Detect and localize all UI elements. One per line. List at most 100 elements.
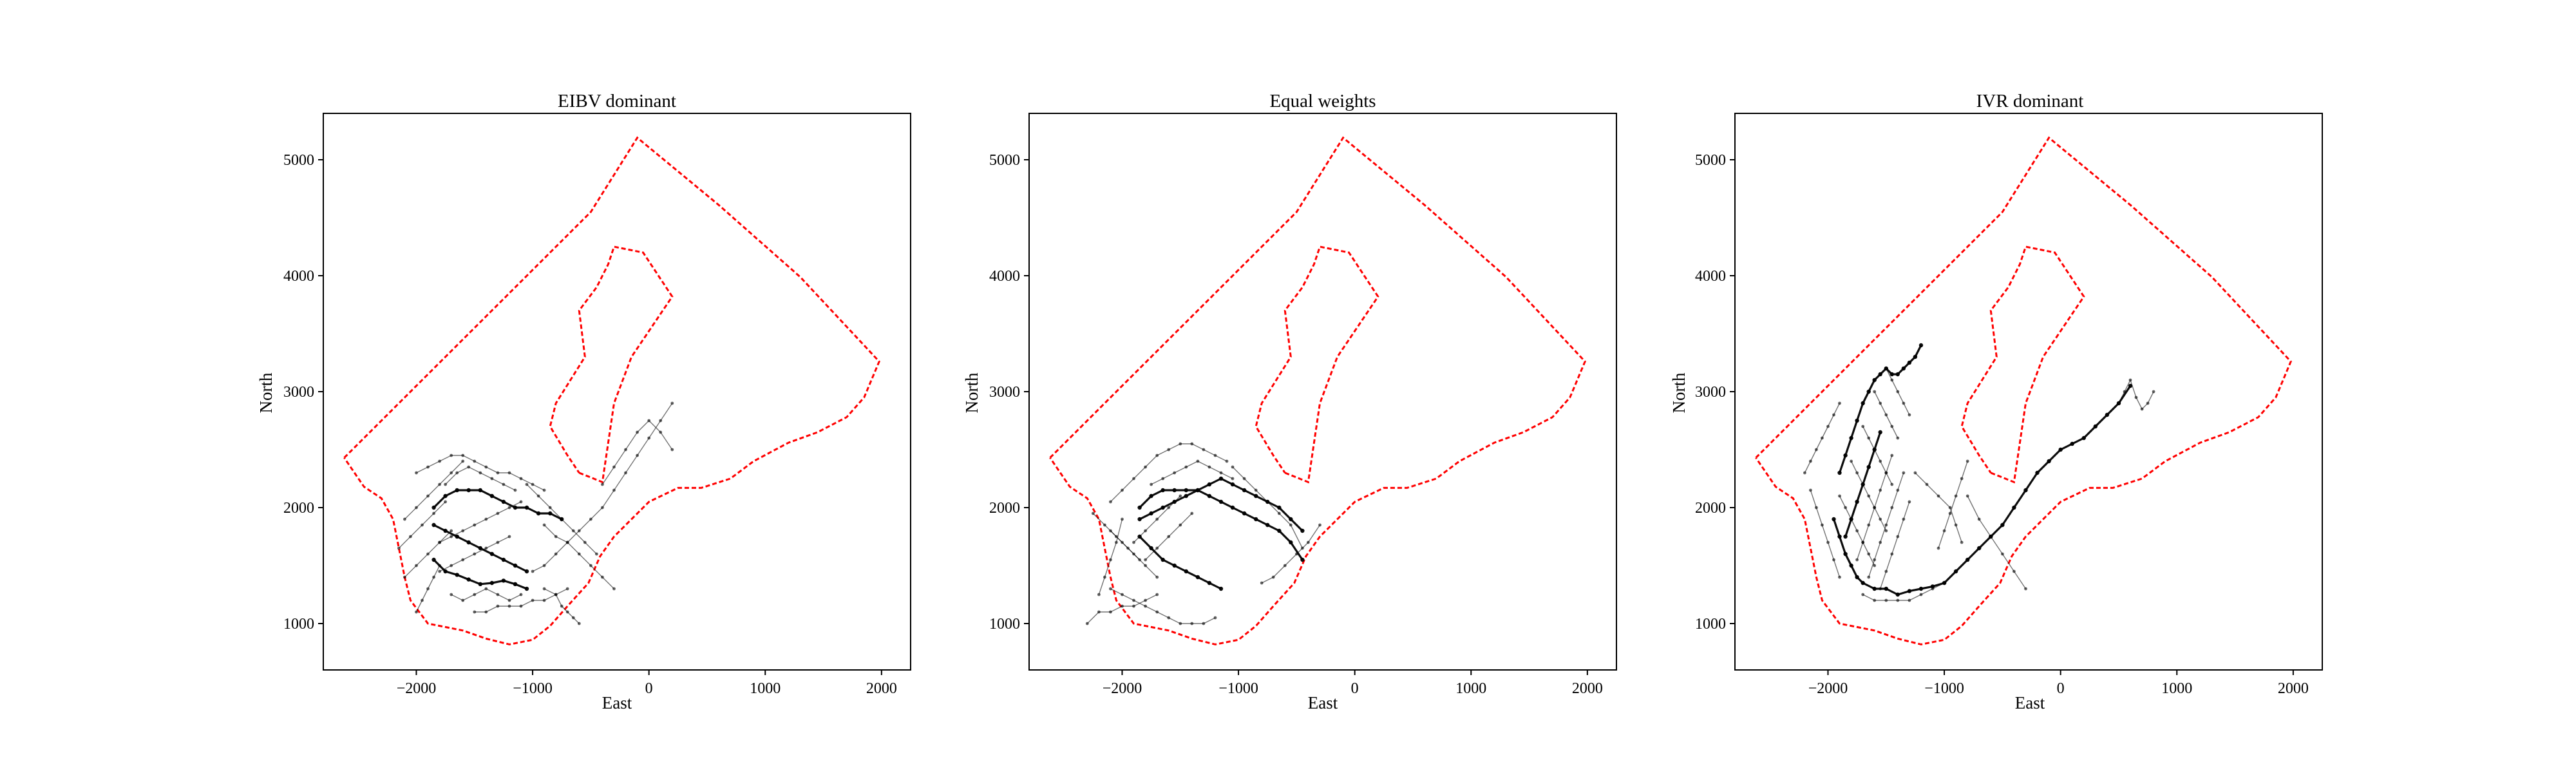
panel-ivr-dominant: IVR dominant −2000 −1000 0 1000 2000 1000 2000… [1669, 91, 2323, 712]
waypoint [1832, 558, 1835, 562]
waypoint [1144, 529, 1147, 533]
waypoint [1902, 471, 1906, 475]
waypoint [1873, 598, 1877, 602]
tick-group: −2000 −1000 0 1000 2000 1000 2000 3000 4000 5000 [1695, 152, 2309, 697]
waypoint [524, 586, 529, 591]
waypoint [565, 540, 569, 544]
waypoint [1861, 593, 1865, 596]
waypoint [1190, 511, 1194, 515]
waypoint [1821, 436, 1824, 440]
y-tick-label: 1000 [1695, 616, 1726, 633]
waypoint [478, 582, 482, 586]
waypoint [2146, 401, 2150, 405]
path-line [1915, 472, 1962, 543]
waypoint [415, 506, 418, 510]
waypoint [1132, 477, 1135, 481]
waypoint [1179, 494, 1182, 498]
waypoint [1179, 523, 1182, 527]
panel-title: Equal weights [1269, 91, 1376, 111]
waypoint [1231, 465, 1235, 469]
waypoint [489, 551, 495, 557]
waypoint [1867, 436, 1871, 440]
waypoint [1902, 517, 1906, 521]
waypoint [519, 477, 523, 481]
waypoint [2024, 587, 2027, 591]
waypoint [1901, 366, 1906, 371]
waypoint [513, 582, 518, 586]
waypoint [1103, 523, 1106, 527]
x-tick-label: −1000 [1924, 680, 1964, 697]
waypoint [1942, 581, 1946, 585]
waypoint [443, 569, 448, 574]
waypoint [1884, 367, 1888, 370]
path-line [1151, 461, 1233, 485]
waypoint [438, 482, 441, 486]
waypoint [1937, 546, 1940, 550]
x-tick-label: −1000 [1218, 680, 1258, 697]
path-line [439, 501, 522, 543]
waypoint [1167, 616, 1171, 620]
waypoint [1861, 482, 1865, 486]
waypoint [1167, 448, 1171, 452]
waypoint [565, 587, 569, 591]
waypoint [1265, 500, 1269, 504]
waypoint [1155, 453, 1159, 457]
path-line [1110, 588, 1216, 624]
waypoint [1965, 459, 1969, 463]
waypoint [1861, 401, 1865, 406]
waypoint [1289, 523, 1293, 527]
waypoint [1896, 390, 1900, 394]
island-boundary [1960, 245, 2085, 484]
waypoint [601, 506, 604, 510]
waypoint [443, 528, 448, 533]
waypoint [1913, 471, 1917, 475]
waypoint [1809, 459, 1812, 463]
waypoint [1121, 604, 1124, 608]
waypoint [450, 471, 453, 475]
waypoint [524, 505, 529, 510]
waypoint [1207, 482, 1212, 487]
waypoint [624, 448, 627, 452]
waypoint [1283, 564, 1287, 568]
waypoint [1918, 343, 1924, 348]
waypoint [1884, 569, 1888, 573]
waypoint [450, 535, 453, 539]
waypoint [1190, 442, 1194, 446]
waypoint [1109, 500, 1112, 504]
x-tick-label: 2000 [1572, 680, 1603, 697]
waypoint [496, 511, 500, 515]
waypoint [484, 517, 488, 521]
path-line [1880, 501, 1910, 589]
waypoint [1109, 587, 1112, 591]
waypoint [1155, 517, 1159, 521]
path-line [404, 461, 464, 520]
waypoint [444, 500, 447, 504]
waypoint [1902, 401, 1906, 405]
waypoint [415, 471, 418, 475]
waypoint [1965, 557, 1970, 562]
waypoint [1150, 482, 1153, 486]
waypoint [548, 506, 552, 510]
waypoint [1195, 575, 1200, 580]
waypoint [589, 564, 592, 568]
waypoint [1884, 598, 1888, 602]
waypoint [1144, 598, 1147, 602]
waypoint [1809, 488, 1812, 492]
waypoint [1867, 575, 1871, 579]
waypoint [659, 419, 663, 423]
waypoint [542, 564, 546, 568]
waypoint [519, 604, 523, 608]
x-tick-label: −2000 [1103, 680, 1142, 697]
waypoint [1172, 563, 1177, 568]
waypoint [455, 488, 459, 493]
waypoint [484, 546, 488, 550]
waypoint [1195, 488, 1200, 493]
waypoint [1855, 499, 1859, 504]
waypoint [438, 569, 441, 573]
x-tick-label: 2000 [2278, 680, 2309, 697]
waypoint [2035, 470, 2040, 475]
waypoint [496, 540, 500, 544]
x-tick-label: −2000 [397, 680, 437, 697]
waypoint [1277, 505, 1282, 510]
waypoint [1196, 459, 1200, 463]
